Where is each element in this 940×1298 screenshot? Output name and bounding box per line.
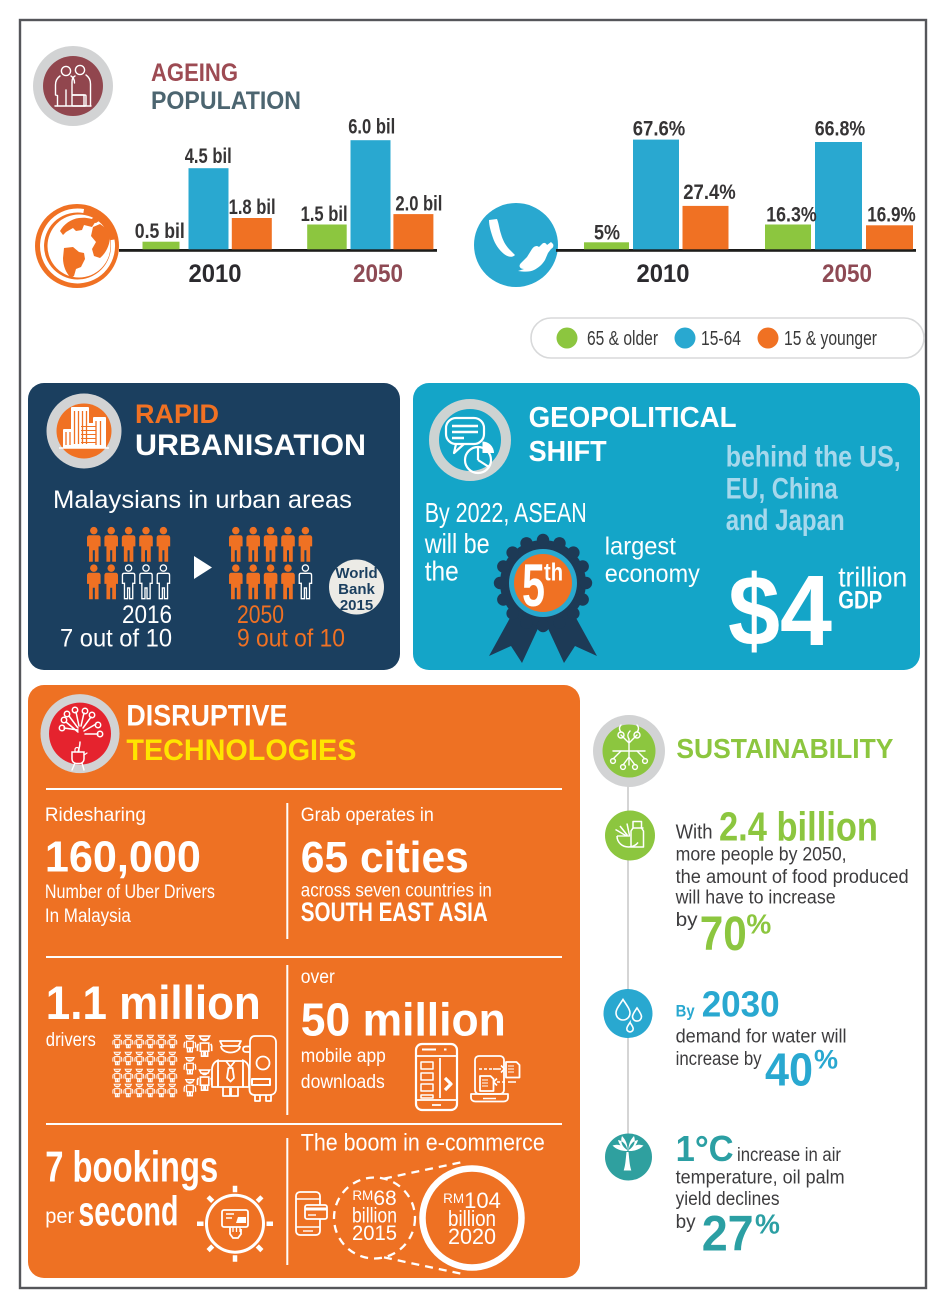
svg-text:POPULATION: POPULATION (151, 87, 301, 115)
svg-text:By 2022, ASEAN: By 2022, ASEAN (425, 497, 587, 528)
svg-text:will be: will be (424, 528, 490, 559)
svg-text:downloads: downloads (301, 1072, 385, 1093)
svg-text:$4: $4 (728, 555, 832, 667)
svg-text:billion: billion (352, 1205, 397, 1228)
svg-text:RM68: RM68 (352, 1187, 396, 1210)
svg-text:15 & younger: 15 & younger (784, 328, 877, 350)
svg-text:RM104: RM104 (443, 1188, 501, 1213)
svg-text:By: By (676, 1002, 695, 1021)
svg-text:5%: 5% (594, 220, 620, 244)
svg-text:Grab operates in: Grab operates in (301, 805, 434, 826)
svg-text:RAPID: RAPID (135, 399, 219, 429)
svg-text:Malaysians in urban areas: Malaysians in urban areas (53, 486, 352, 514)
svg-text:th: th (544, 559, 563, 587)
svg-text:AGEING: AGEING (151, 59, 238, 87)
svg-text:TECHNOLOGIES: TECHNOLOGIES (126, 734, 356, 767)
svg-text:demand for water will: demand for water will (676, 1027, 847, 1048)
svg-text:2050: 2050 (822, 260, 872, 288)
svg-text:Number of Uber Drivers: Number of Uber Drivers (45, 882, 215, 903)
svg-text:mobile app: mobile app (301, 1046, 386, 1067)
svg-text:the: the (425, 556, 459, 587)
svg-text:67.6%: 67.6% (633, 117, 686, 141)
svg-text:more people by 2050,: more people by 2050, (676, 845, 847, 866)
svg-text:1.5 bil: 1.5 bil (301, 202, 348, 226)
svg-text:GEOPOLITICAL: GEOPOLITICAL (529, 402, 737, 434)
svg-text:SUSTAINABILITY: SUSTAINABILITY (676, 733, 893, 764)
svg-text:yield declines: yield declines (676, 1189, 780, 1210)
svg-text:0.5 bil: 0.5 bil (135, 219, 185, 243)
svg-text:SHIFT: SHIFT (529, 436, 607, 468)
svg-text:15-64: 15-64 (701, 328, 741, 350)
svg-text:behind the US,: behind the US, (726, 441, 901, 474)
svg-text:The boom in e-commerce: The boom in e-commerce (301, 1130, 545, 1157)
svg-text:by: by (676, 910, 699, 931)
svg-text:SOUTH EAST ASIA: SOUTH EAST ASIA (301, 897, 488, 927)
svg-text:6.0 bil: 6.0 bil (348, 115, 395, 139)
svg-text:URBANISATION: URBANISATION (135, 429, 366, 462)
svg-text:2010: 2010 (189, 260, 242, 288)
svg-text:With: With (676, 821, 713, 843)
svg-text:160,000: 160,000 (45, 833, 201, 882)
svg-text:2030: 2030 (702, 984, 780, 1025)
svg-text:2015: 2015 (340, 597, 373, 614)
svg-text:2050: 2050 (237, 601, 284, 629)
svg-text:2015: 2015 (352, 1222, 397, 1245)
svg-text:increase by: increase by (676, 1049, 762, 1070)
svg-text:In Malaysia: In Malaysia (45, 906, 131, 927)
svg-text:5: 5 (522, 552, 545, 619)
svg-text:65 & older: 65 & older (587, 328, 658, 350)
svg-text:second: second (78, 1188, 178, 1235)
svg-text:4.5 bil: 4.5 bil (185, 144, 232, 168)
svg-text:will have to increase: will have to increase (675, 888, 836, 909)
svg-text:2.4 billion: 2.4 billion (719, 803, 878, 849)
svg-text:temperature, oil palm: temperature, oil palm (676, 1167, 845, 1188)
svg-text:trillion: trillion (838, 561, 907, 592)
svg-text:increase in air: increase in air (737, 1145, 842, 1166)
svg-text:1.1 million: 1.1 million (46, 976, 261, 1029)
svg-text:2020: 2020 (448, 1224, 496, 1249)
svg-text:65 cities: 65 cities (301, 833, 469, 882)
svg-text:2050: 2050 (353, 260, 403, 288)
svg-text:largest: largest (605, 533, 676, 561)
svg-text:7 bookings: 7 bookings (45, 1143, 218, 1192)
svg-text:9 out of 10: 9 out of 10 (237, 625, 345, 653)
svg-text:%: % (746, 908, 771, 939)
svg-text:70: 70 (700, 908, 747, 961)
svg-text:EU, China: EU, China (726, 472, 838, 505)
svg-text:27.4%: 27.4% (683, 180, 736, 204)
svg-text:1.8 bil: 1.8 bil (229, 195, 276, 219)
svg-text:50 million: 50 million (301, 994, 506, 1046)
svg-text:66.8%: 66.8% (815, 117, 866, 141)
svg-text:16.3%: 16.3% (766, 202, 817, 226)
svg-text:2016: 2016 (122, 601, 172, 629)
svg-text:the amount of food produced: the amount of food produced (676, 867, 909, 888)
svg-text:by: by (676, 1212, 696, 1233)
svg-text:per: per (45, 1205, 74, 1228)
svg-text:27: 27 (702, 1205, 754, 1261)
svg-text:over: over (301, 967, 336, 988)
svg-text:across seven countries in: across seven countries in (301, 880, 492, 901)
svg-text:40: 40 (765, 1043, 813, 1095)
svg-text:16.9%: 16.9% (867, 202, 916, 226)
svg-text:and Japan: and Japan (726, 504, 845, 537)
svg-text:Bank: Bank (338, 581, 375, 598)
svg-text:billion: billion (448, 1206, 496, 1231)
svg-text:%: % (814, 1045, 838, 1075)
svg-text:Ridesharing: Ridesharing (45, 805, 146, 826)
svg-text:2.0 bil: 2.0 bil (395, 191, 442, 215)
svg-text:drivers: drivers (46, 1030, 96, 1051)
svg-text:%: % (755, 1209, 780, 1240)
svg-text:1°C: 1°C (676, 1128, 734, 1169)
svg-text:DISRUPTIVE: DISRUPTIVE (126, 700, 287, 733)
svg-text:7 out of 10: 7 out of 10 (60, 625, 172, 653)
svg-text:World: World (335, 565, 377, 582)
svg-text:2010: 2010 (637, 260, 690, 288)
svg-text:GDP: GDP (838, 586, 882, 614)
svg-text:economy: economy (605, 560, 700, 588)
